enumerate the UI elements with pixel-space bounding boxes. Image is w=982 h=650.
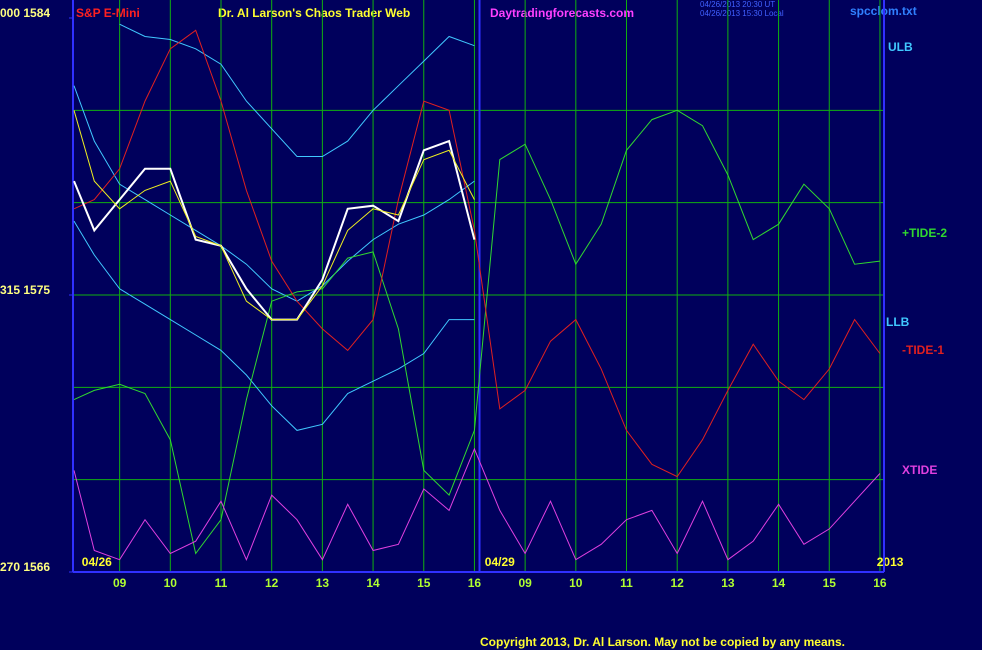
x-tick-label: 13 bbox=[721, 576, 735, 590]
legend-entry: -TIDE-1 bbox=[902, 343, 944, 357]
x-tick-label: 09 bbox=[518, 576, 532, 590]
grid bbox=[73, 0, 884, 572]
y-tick-label: 270 1566 bbox=[0, 560, 50, 574]
legend-entry: LLB bbox=[886, 315, 910, 329]
date-label: 04/29 bbox=[485, 555, 515, 569]
x-tick-label: 15 bbox=[417, 576, 431, 590]
date-label: 04/26 bbox=[82, 555, 112, 569]
x-tick-label: 13 bbox=[316, 576, 330, 590]
x-tick-label: 15 bbox=[823, 576, 837, 590]
timestamp: 04/26/2013 15:30 Local bbox=[700, 9, 784, 18]
series-line bbox=[73, 85, 475, 302]
x-tick-label: 12 bbox=[671, 576, 685, 590]
y-tick-label: 315 1575 bbox=[0, 283, 50, 297]
x-tick-label: 11 bbox=[215, 576, 228, 590]
date-label: 2013 bbox=[877, 555, 904, 569]
legend-entry: ULB bbox=[888, 40, 913, 54]
site: Daytradingforecasts.com bbox=[490, 6, 634, 20]
symbol: S&P E-Mini bbox=[76, 6, 140, 20]
series-line bbox=[73, 29, 881, 478]
x-tick-label: 16 bbox=[873, 576, 887, 590]
x-tick-label: 16 bbox=[468, 576, 482, 590]
x-tick-label: 14 bbox=[772, 576, 786, 590]
x-tick-label: 12 bbox=[265, 576, 279, 590]
chart-title: Dr. Al Larson's Chaos Trader Web bbox=[218, 6, 410, 20]
x-tick-label: 14 bbox=[366, 576, 380, 590]
y-tick-label: 000 1584 bbox=[0, 6, 50, 20]
x-tick-label: 11 bbox=[620, 576, 633, 590]
x-tick-label: 10 bbox=[164, 576, 178, 590]
x-tick-label: 09 bbox=[113, 576, 127, 590]
series-line bbox=[73, 139, 476, 321]
series-line bbox=[73, 220, 475, 431]
timestamp: 04/26/2013 20:30 UT bbox=[700, 0, 775, 9]
legend-entry: +TIDE-2 bbox=[902, 226, 947, 240]
series-line bbox=[73, 109, 880, 555]
legend-entry: XTIDE bbox=[902, 463, 937, 477]
copyright: Copyright 2013, Dr. Al Larson. May not b… bbox=[480, 635, 845, 649]
series-line bbox=[119, 23, 475, 157]
series-line bbox=[73, 447, 881, 562]
series-line bbox=[73, 110, 475, 321]
x-tick-label: 10 bbox=[569, 576, 583, 590]
